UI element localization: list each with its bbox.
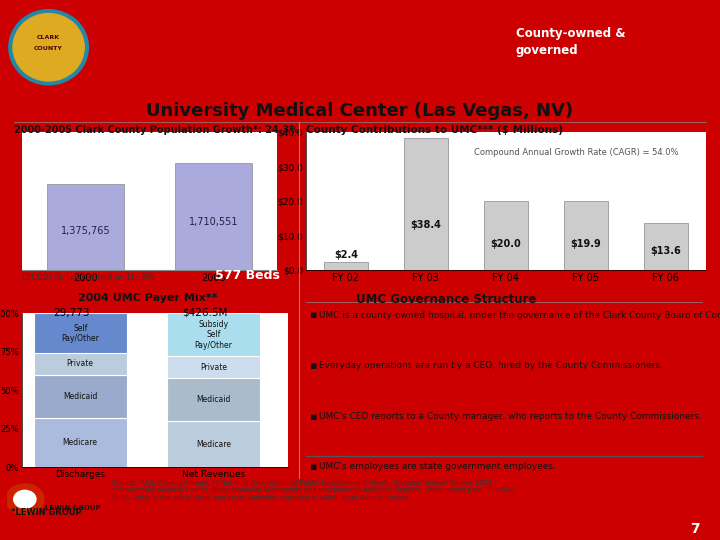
Text: Medicare: Medicare bbox=[196, 440, 231, 449]
Text: Self
Pay/Other: Self Pay/Other bbox=[61, 323, 99, 343]
Bar bbox=[34, 418, 127, 467]
Bar bbox=[34, 313, 127, 353]
Circle shape bbox=[9, 10, 89, 85]
Text: UMC Governance Structure: UMC Governance Structure bbox=[356, 293, 536, 306]
Text: Private: Private bbox=[67, 360, 94, 368]
Text: 1,710,551: 1,710,551 bbox=[189, 217, 238, 227]
Text: $20.0: $20.0 bbox=[490, 239, 521, 249]
Circle shape bbox=[13, 14, 84, 81]
Text: Subsidy
Self
Pay/Other: Subsidy Self Pay/Other bbox=[194, 320, 233, 349]
Text: University Medical Center (Las Vegas, NV): University Medical Center (Las Vegas, NV… bbox=[146, 102, 574, 120]
Text: County Contributions to UMC*** ($ Millions): County Contributions to UMC*** ($ Millio… bbox=[306, 125, 563, 136]
Circle shape bbox=[14, 490, 36, 508]
Text: Medicaid: Medicaid bbox=[197, 395, 230, 404]
Bar bbox=[48, 184, 124, 270]
Circle shape bbox=[6, 484, 44, 515]
Text: Medicare: Medicare bbox=[63, 438, 98, 447]
Bar bbox=[34, 375, 127, 418]
Bar bbox=[324, 262, 368, 270]
Text: ▪: ▪ bbox=[310, 411, 317, 422]
Text: UMC is a county-owned hospital, under the governance of the Clark County Board o: UMC is a county-owned hospital, under th… bbox=[319, 310, 720, 320]
Text: COUNTY: COUNTY bbox=[34, 46, 63, 51]
Bar bbox=[564, 201, 608, 270]
Bar bbox=[34, 353, 127, 375]
Text: $2.4: $2.4 bbox=[334, 250, 358, 260]
Bar bbox=[484, 201, 528, 270]
Bar bbox=[644, 223, 688, 270]
Text: 2004 UMC Payer Mix**: 2004 UMC Payer Mix** bbox=[78, 293, 217, 303]
Text: UMC's CEO reports to a County manager, who reports to the County Commissioners.: UMC's CEO reports to a County manager, w… bbox=[319, 411, 702, 421]
Bar bbox=[404, 138, 448, 270]
Text: UMC's employees are state government employees.: UMC's employees are state government emp… bbox=[319, 462, 556, 471]
Text: *LEWIN GROUP: *LEWIN GROUP bbox=[11, 508, 81, 517]
Text: Private: Private bbox=[200, 362, 227, 372]
Text: ▪: ▪ bbox=[310, 310, 317, 321]
Text: (2000) % Uninsured = 16.3%: (2000) % Uninsured = 16.3% bbox=[22, 273, 154, 282]
Text: Medicaid: Medicaid bbox=[63, 392, 97, 401]
Text: 1,375,765: 1,375,765 bbox=[60, 226, 110, 237]
Bar bbox=[167, 421, 260, 467]
Text: 577 Beds: 577 Beds bbox=[215, 268, 280, 282]
Text: ▪: ▪ bbox=[310, 462, 317, 472]
Text: 29,773: 29,773 bbox=[54, 308, 90, 318]
Bar bbox=[167, 378, 260, 421]
Text: $13.6: $13.6 bbox=[650, 246, 681, 256]
Text: LEWIN GROUP: LEWIN GROUP bbox=[45, 505, 101, 511]
Text: Source: *U.S. Census Bureau, ** National Association of Public Hospitals and Hea: Source: *U.S. Census Bureau, ** National… bbox=[112, 480, 516, 501]
Text: Compound Annual Growth Rate (CAGR) = 54.0%: Compound Annual Growth Rate (CAGR) = 54.… bbox=[474, 148, 678, 158]
Text: CLARK: CLARK bbox=[37, 35, 60, 40]
Text: $19.9: $19.9 bbox=[570, 239, 601, 249]
Text: Everyday operations are run by a CEO, hired by the County Commissioners.: Everyday operations are run by a CEO, hi… bbox=[319, 361, 663, 370]
Bar bbox=[167, 313, 260, 356]
Text: County-owned &
governed: County-owned & governed bbox=[516, 26, 625, 57]
Bar bbox=[175, 163, 252, 270]
Text: ▪: ▪ bbox=[310, 361, 317, 371]
Text: $426.5M: $426.5M bbox=[182, 308, 228, 318]
Bar bbox=[167, 356, 260, 378]
Text: 7: 7 bbox=[690, 522, 700, 536]
Text: $38.4: $38.4 bbox=[410, 220, 441, 231]
Text: 2000-2005 Clark County Population Growth*: 24.3%: 2000-2005 Clark County Population Growth… bbox=[14, 125, 300, 136]
